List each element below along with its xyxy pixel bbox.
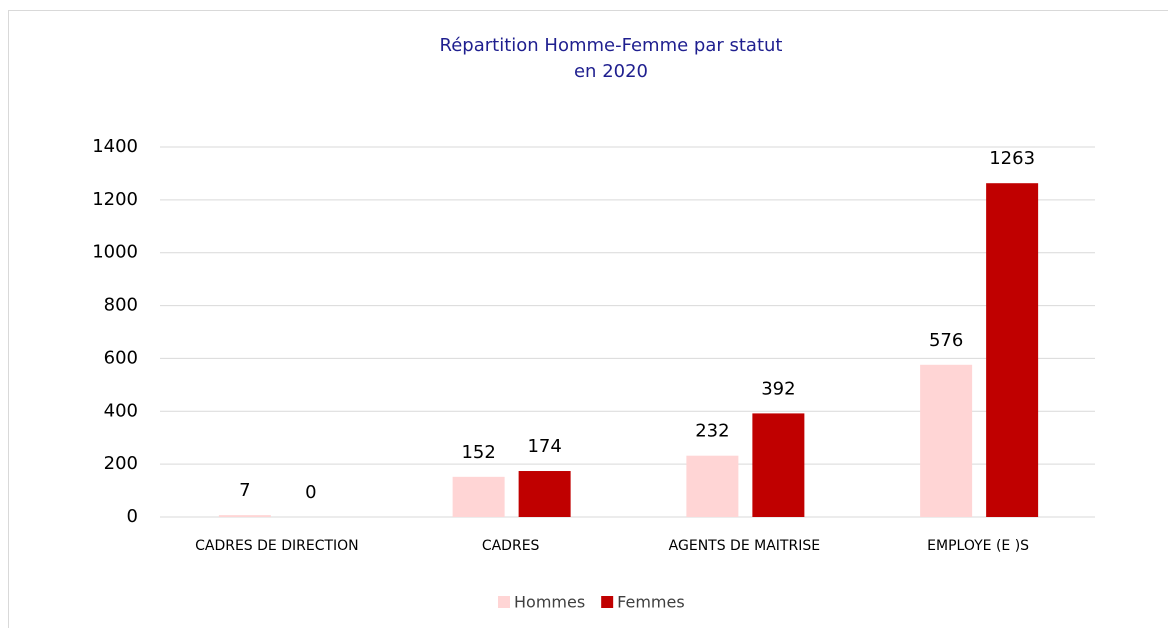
bar bbox=[518, 471, 571, 517]
x-tick-label: CADRES bbox=[482, 538, 540, 554]
x-tick-label: CADRES DE DIRECTION bbox=[195, 538, 359, 554]
y-tick-label: 200 bbox=[104, 453, 138, 474]
data-label: 232 bbox=[695, 421, 729, 442]
y-tick-label: 0 bbox=[127, 506, 138, 527]
legend-swatch bbox=[498, 596, 510, 608]
y-tick-label: 400 bbox=[104, 400, 138, 421]
bar bbox=[686, 455, 739, 517]
bar bbox=[752, 413, 805, 517]
x-tick-label: AGENTS DE MAITRISE bbox=[669, 538, 820, 554]
bar bbox=[218, 515, 271, 517]
data-label: 0 bbox=[305, 482, 316, 503]
data-label: 392 bbox=[761, 378, 795, 399]
legend-label: Hommes bbox=[514, 593, 585, 612]
chart-title: Répartition Homme-Femme par statut bbox=[440, 35, 783, 56]
bar bbox=[452, 476, 505, 517]
legend-swatch bbox=[601, 596, 614, 608]
legend-label: Femmes bbox=[617, 593, 685, 612]
y-tick-label: 1400 bbox=[92, 136, 138, 157]
bar bbox=[986, 183, 1039, 517]
y-tick-label: 1000 bbox=[92, 242, 138, 263]
chart-title: en 2020 bbox=[574, 61, 648, 82]
y-tick-label: 1200 bbox=[92, 189, 138, 210]
data-label: 152 bbox=[461, 442, 495, 463]
x-tick-label: EMPLOYE (E )S bbox=[927, 538, 1029, 554]
data-label: 174 bbox=[527, 436, 561, 457]
y-tick-label: 600 bbox=[104, 347, 138, 368]
data-label: 1263 bbox=[989, 148, 1035, 169]
data-label: 7 bbox=[239, 480, 250, 501]
data-label: 576 bbox=[929, 330, 963, 351]
chart-frame bbox=[8, 10, 1168, 628]
y-tick-label: 800 bbox=[104, 295, 138, 316]
bar bbox=[920, 364, 973, 517]
